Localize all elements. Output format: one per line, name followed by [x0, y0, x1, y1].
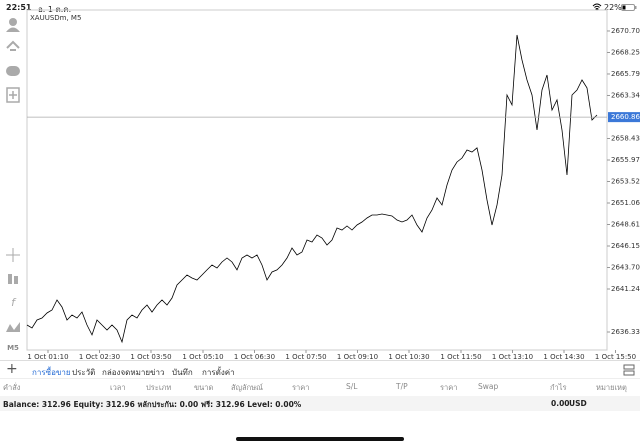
- trade-icon[interactable]: [6, 40, 20, 51]
- y-tick-label: 2641.245: [611, 285, 640, 293]
- tab[interactable]: บันทึก: [172, 368, 193, 377]
- chart-type-icon[interactable]: [8, 274, 12, 284]
- x-tick-label: 1 Oct 06:30: [234, 353, 275, 361]
- divider: [0, 378, 640, 379]
- tab[interactable]: ข่าว: [150, 368, 165, 377]
- status-time: 22:51: [6, 3, 32, 12]
- x-tick-label: 1 Oct 03:50: [130, 353, 171, 361]
- column-label: ราคา: [292, 383, 310, 392]
- chat-icon[interactable]: [6, 66, 20, 76]
- column-label: เวลา: [110, 383, 126, 392]
- y-tick-label: 2653.520: [611, 177, 640, 185]
- x-tick-label: 1 Oct 14:30: [543, 353, 584, 361]
- x-tick-label: 1 Oct 09:10: [337, 353, 378, 361]
- y-tick-label: 2665.795: [611, 70, 640, 78]
- current-price-box: [608, 112, 640, 123]
- timeframe[interactable]: M5: [7, 344, 19, 352]
- y-tick-label: 2648.610: [611, 220, 640, 228]
- tab[interactable]: การตั้งค่า: [202, 368, 235, 377]
- y-tick-label: 2646.155: [611, 242, 640, 250]
- plot-frame: [26, 9, 608, 351]
- x-tick-label: 1 Oct 10:30: [388, 353, 429, 361]
- x-tick-label: 1 Oct 13:10: [492, 353, 533, 361]
- y-tick-label: 2636.335: [611, 328, 640, 336]
- side-toolbar: f M5: [6, 18, 20, 352]
- column-label: สัญลักษณ์: [231, 383, 264, 392]
- column-label: ราคา: [440, 383, 458, 392]
- layout-icon[interactable]: [622, 364, 636, 376]
- y-tick-label: 2658.430: [611, 134, 640, 142]
- chart-title: XAUUSDm, M5: [30, 14, 81, 22]
- x-tick-label: 1 Oct 07:50: [285, 353, 326, 361]
- x-tick-label: 1 Oct 15:50: [595, 353, 636, 361]
- y-tick-label: 2655.975: [611, 156, 640, 164]
- divider: [0, 360, 640, 361]
- current-price-label: 2660.869: [611, 113, 640, 121]
- column-label: Swap: [478, 382, 499, 391]
- crosshair-icon[interactable]: [6, 248, 20, 262]
- y-tick-label: 2651.065: [611, 199, 640, 207]
- balance-row: [0, 396, 640, 411]
- column-label: คำสั่ง: [3, 383, 21, 392]
- objects-icon[interactable]: [6, 322, 20, 332]
- wifi-icon: [592, 3, 602, 11]
- y-tick-label: 2670.705: [611, 27, 640, 35]
- tab[interactable]: ประวัติ: [72, 368, 96, 377]
- indicators-icon[interactable]: f: [11, 296, 17, 309]
- y-tick-label: 2643.700: [611, 263, 640, 271]
- new-order-icon[interactable]: [6, 87, 20, 103]
- column-label: T/P: [396, 382, 408, 391]
- x-tick-label: 1 Oct 01:10: [27, 353, 68, 361]
- price-line: [26, 34, 598, 344]
- profit-total: 0.00: [551, 399, 570, 408]
- x-tick-label: 1 Oct 11:50: [440, 353, 481, 361]
- chart: XAUUSDm, M5 2670.705 2668.250 2665.795 2663…: [26, 9, 640, 361]
- x-tick-label: 1 Oct 02:30: [79, 353, 120, 361]
- tab[interactable]: การซื้อขาย: [32, 368, 71, 377]
- add-button[interactable]: +: [6, 361, 18, 377]
- y-tick-label: 2668.250: [611, 48, 640, 56]
- home-indicator: [236, 437, 404, 441]
- column-label: S/L: [346, 382, 358, 391]
- y-tick-label: 2663.340: [611, 91, 640, 99]
- battery-level: 22%: [604, 3, 622, 12]
- account-summary: Balance: 312.96 Equity: 312.96 หลักประกั…: [3, 400, 302, 409]
- column-label: กำไร: [550, 383, 567, 392]
- x-tick-label: 1 Oct 05:10: [182, 353, 223, 361]
- column-label: ประเภท: [146, 383, 172, 392]
- account-icon[interactable]: [9, 18, 17, 26]
- column-label: ขนาด: [194, 383, 214, 392]
- currency: USD: [569, 399, 587, 408]
- battery-icon: [621, 4, 637, 11]
- column-label: หมายเหตุ: [596, 383, 627, 392]
- tab[interactable]: กล่องจดหมาย: [102, 368, 151, 377]
